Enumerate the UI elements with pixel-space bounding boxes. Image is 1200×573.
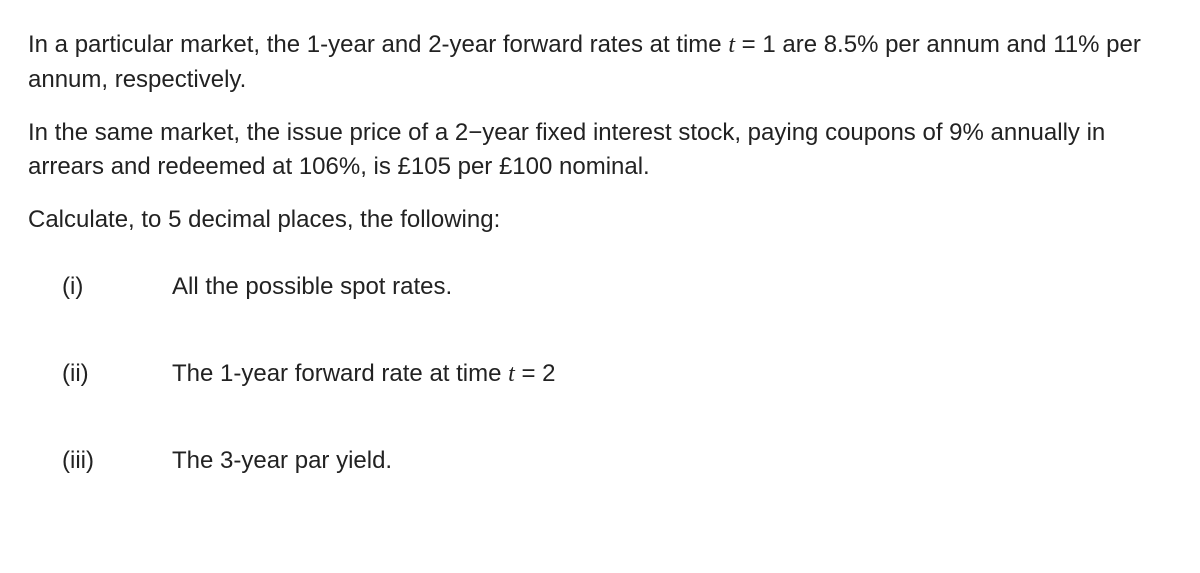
item-ii-seg2: = 2	[515, 360, 556, 387]
item-i-text: All the possible spot rates.	[172, 270, 1172, 305]
item-ii-text: The 1-year forward rate at time t = 2	[172, 357, 1172, 392]
paragraph-1: In a particular market, the 1-year and 2…	[28, 28, 1172, 98]
paragraph-2: In the same market, the issue price of a…	[28, 116, 1172, 186]
p1-var-t: t	[728, 32, 735, 58]
paragraph-3: Calculate, to 5 decimal places, the foll…	[28, 203, 1172, 238]
item-ii-var-t: t	[508, 361, 515, 387]
question-list: (i) All the possible spot rates. (ii) Th…	[28, 270, 1172, 478]
marker-i: (i)	[28, 270, 172, 305]
item-iii-text: The 3-year par yield.	[172, 444, 1172, 479]
marker-iii: (iii)	[28, 444, 172, 479]
p1-seg1: In a particular market, the 1-year and 2…	[28, 31, 728, 58]
list-item-i: (i) All the possible spot rates.	[28, 270, 1172, 305]
question-page: In a particular market, the 1-year and 2…	[0, 0, 1200, 478]
marker-ii: (ii)	[28, 357, 172, 392]
list-item-ii: (ii) The 1-year forward rate at time t =…	[28, 357, 1172, 392]
list-item-iii: (iii) The 3-year par yield.	[28, 444, 1172, 479]
item-ii-seg1: The 1-year forward rate at time	[172, 360, 508, 387]
